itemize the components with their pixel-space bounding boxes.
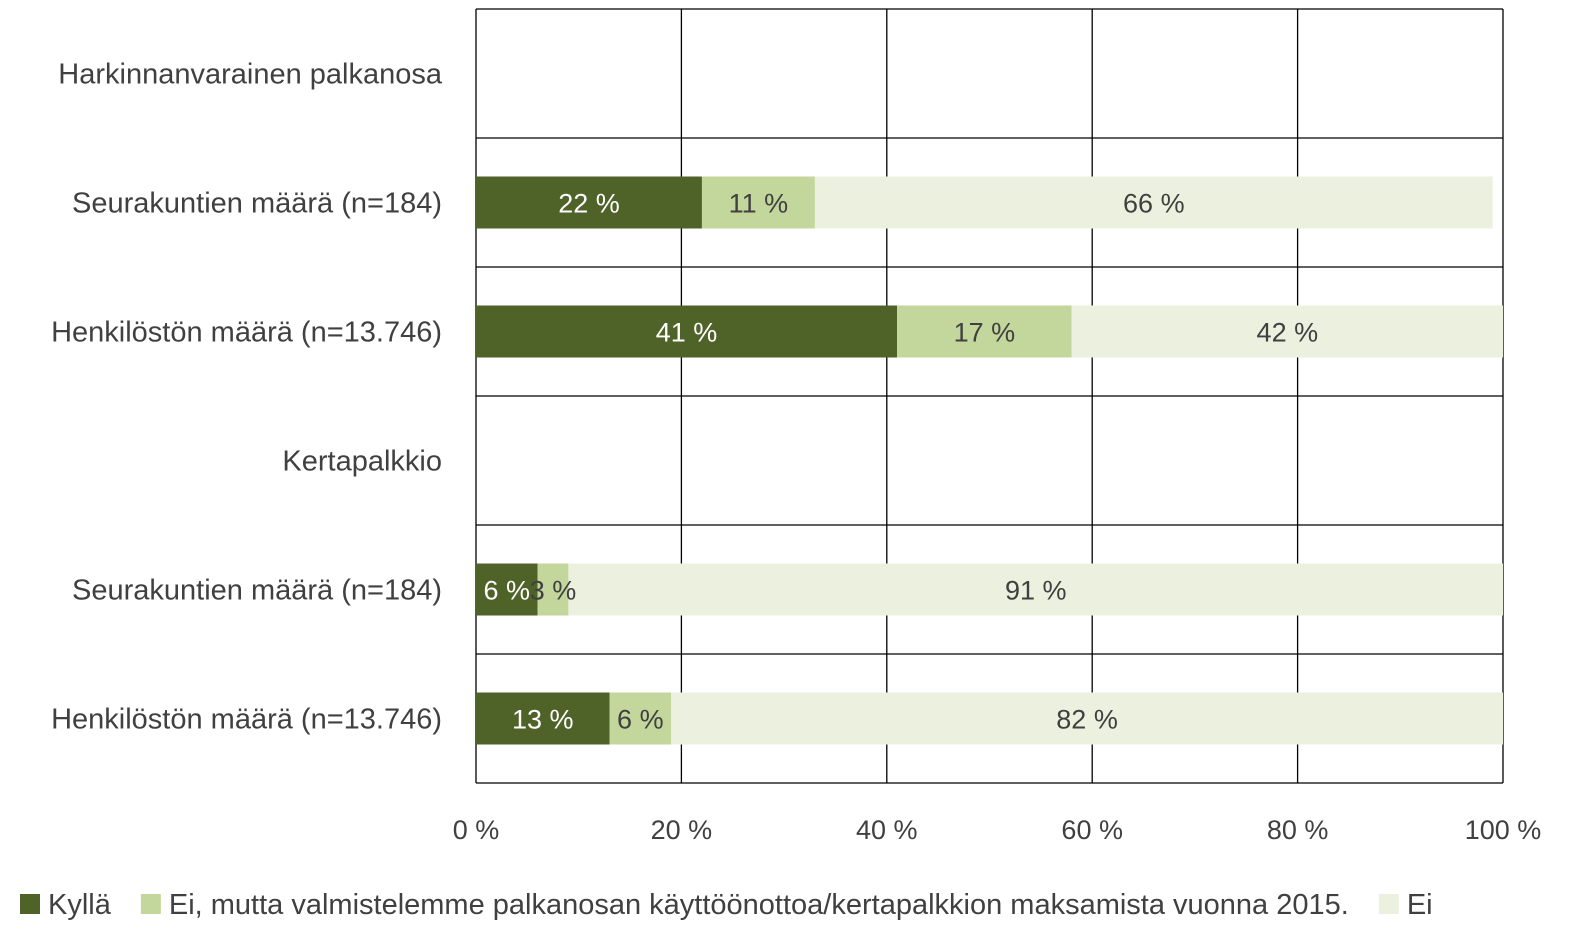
bar-segment-1 — [476, 176, 702, 229]
bar-segment-2 — [701, 176, 815, 229]
legend-swatch — [20, 894, 40, 914]
category-label: Seurakuntien määrä (n=184) — [72, 575, 442, 607]
x-tick-label: 100 % — [1465, 815, 1542, 845]
bar-segment-3 — [814, 176, 1493, 229]
category-labels: Harkinnanvarainen palkanosa Seurakuntien … — [51, 59, 443, 736]
x-axis-ticks: 0 % 20 % 40 % 60 % 80 % 100 % — [453, 815, 1542, 845]
x-tick-label: 0 % — [453, 815, 500, 845]
data-label: 22 % — [558, 189, 620, 219]
bar-segment-3 — [1071, 305, 1503, 358]
bar-segment-2 — [537, 563, 569, 616]
x-tick-label: 80 % — [1267, 815, 1329, 845]
data-label: 42 % — [1257, 318, 1319, 348]
bar-segment-1 — [476, 692, 610, 745]
data-label: 41 % — [656, 318, 718, 348]
bar-segment-2 — [609, 692, 672, 745]
data-label: 91 % — [1005, 576, 1067, 606]
legend-swatch — [140, 894, 161, 914]
data-label: 6 % — [484, 576, 531, 606]
category-label: Harkinnanvarainen palkanosa — [58, 59, 443, 91]
data-label: 82 % — [1056, 705, 1118, 735]
legend: Kyllä Ei, mutta valmistelemme palkanosan … — [20, 889, 1433, 921]
data-label: 66 % — [1123, 189, 1185, 219]
bar-segment-2 — [897, 305, 1072, 358]
x-tick-label: 20 % — [651, 815, 713, 845]
data-label: 17 % — [954, 318, 1016, 348]
x-tick-label: 60 % — [1061, 815, 1123, 845]
bar-segment-3 — [671, 692, 1503, 745]
data-labels: 22 % 11 % 66 %41 % 17 % 42 %6 % 3 % 91 %13 % 6 … — [484, 189, 1319, 735]
gridlines — [475, 8, 1504, 784]
legend-label: Ei — [1407, 889, 1433, 921]
bar-segment-3 — [568, 563, 1503, 616]
data-label: 6 % — [617, 705, 664, 735]
category-label: Seurakuntien määrä (n=184) — [72, 188, 442, 220]
data-label: 3 % — [530, 576, 577, 606]
bar-segment-1 — [476, 305, 898, 358]
legend-swatch — [1378, 894, 1399, 914]
data-label: 13 % — [512, 705, 574, 735]
bars — [476, 176, 1503, 745]
category-label: Henkilöstön määrä (n=13.746) — [51, 704, 442, 736]
legend-label: Ei, mutta valmistelemme palkanosan käytt… — [169, 889, 1349, 921]
x-tick-label: 40 % — [856, 815, 918, 845]
bar-segment-1 — [476, 563, 538, 616]
category-label: Henkilöstön määrä (n=13.746) — [51, 317, 442, 349]
category-label: Kertapalkkio — [282, 446, 442, 478]
data-label: 11 % — [729, 189, 789, 219]
legend-label: Kyllä — [48, 889, 112, 921]
